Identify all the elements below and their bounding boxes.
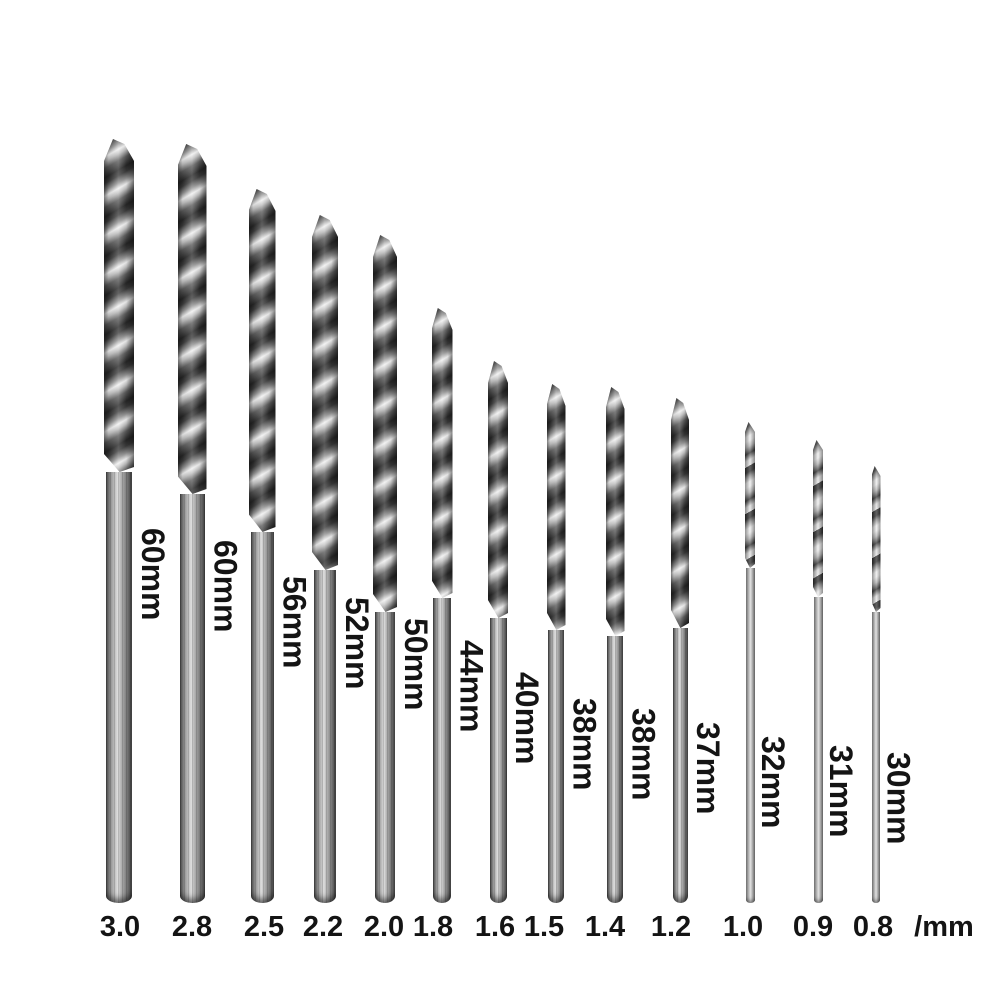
diameter-label-1.4: 1.4 bbox=[584, 911, 626, 943]
length-label-0.8: 30mm bbox=[880, 752, 917, 845]
length-label-1.8: 44mm bbox=[453, 640, 490, 733]
drill-bit-shank-1.5 bbox=[548, 630, 564, 903]
drill-bit-3.0mm bbox=[104, 139, 134, 903]
diameter-label-1.6: 1.6 bbox=[474, 911, 516, 943]
length-label-2.5: 56mm bbox=[276, 576, 313, 669]
diameter-label-0.8: 0.8 bbox=[852, 911, 894, 943]
drill-bit-shank-2.8 bbox=[179, 494, 205, 903]
diameter-label-1.8: 1.8 bbox=[412, 911, 454, 943]
drill-bit-shank-2.5 bbox=[250, 532, 274, 903]
drill-bit-shank-1.0 bbox=[745, 568, 755, 903]
drill-bit-flute-1.0 bbox=[745, 422, 755, 568]
drill-bit-flute-2.8 bbox=[178, 144, 207, 494]
diameter-label-1.5: 1.5 bbox=[523, 911, 565, 943]
drill-bit-2.0mm bbox=[373, 235, 397, 903]
drill-bit-shank-1.2 bbox=[672, 628, 688, 903]
drill-bit-shank-3.0 bbox=[106, 472, 132, 903]
drill-bit-flute-1.4 bbox=[606, 387, 625, 636]
drill-bit-flute-2.2 bbox=[312, 215, 338, 570]
drill-bit-flute-1.5 bbox=[547, 384, 566, 630]
length-label-1.6: 40mm bbox=[509, 672, 545, 765]
length-label-2.0: 50mm bbox=[398, 618, 434, 711]
length-label-1.5: 38mm bbox=[566, 698, 603, 791]
length-label-2.8: 60mm bbox=[207, 540, 244, 633]
drill-bit-1.0mm bbox=[745, 422, 755, 903]
drill-bit-shank-2.0 bbox=[375, 612, 395, 903]
drill-bit-1.4mm bbox=[606, 387, 625, 903]
drill-bit-2.8mm bbox=[178, 144, 207, 903]
drill-bit-flute-2.0 bbox=[373, 235, 397, 612]
diameter-label-3.0: 3.0 bbox=[99, 911, 141, 943]
diameter-label-2.5: 2.5 bbox=[243, 911, 285, 943]
drill-bit-shank-2.2 bbox=[314, 570, 336, 903]
diameter-label-2.0: 2.0 bbox=[363, 911, 405, 943]
diameter-label-2.8: 2.8 bbox=[171, 911, 213, 943]
drill-bit-1.6mm bbox=[488, 361, 508, 903]
length-label-1.0: 32mm bbox=[755, 736, 791, 829]
drill-bit-shank-0.8 bbox=[872, 612, 880, 903]
drill-bit-flute-1.2 bbox=[671, 398, 689, 628]
drill-bit-flute-2.5 bbox=[249, 189, 276, 532]
drill-bit-shank-1.4 bbox=[607, 636, 623, 903]
diameter-label-1.0: 1.0 bbox=[722, 911, 764, 943]
unit-label: /mm bbox=[914, 911, 974, 943]
drill-bit-flute-1.8 bbox=[432, 308, 453, 598]
drill-bit-shank-0.9 bbox=[813, 597, 823, 903]
length-label-0.9: 31mm bbox=[823, 745, 859, 838]
drill-bit-0.9mm bbox=[813, 440, 823, 903]
drill-bit-2.5mm bbox=[249, 189, 276, 903]
diameter-label-2.2: 2.2 bbox=[302, 911, 344, 943]
drill-bit-2.2mm bbox=[312, 215, 338, 903]
drill-bit-1.5mm bbox=[547, 384, 566, 903]
length-label-1.2: 37mm bbox=[690, 722, 726, 815]
drill-bit-1.8mm bbox=[432, 308, 453, 903]
diameter-label-1.2: 1.2 bbox=[650, 911, 692, 943]
diameter-label-0.9: 0.9 bbox=[792, 911, 834, 943]
drill-bit-flute-0.9 bbox=[813, 440, 823, 597]
drill-bit-flute-0.8 bbox=[872, 466, 881, 612]
drill-bit-0.8mm bbox=[872, 466, 881, 903]
drill-bit-shank-1.8 bbox=[433, 598, 451, 903]
length-label-2.2: 52mm bbox=[339, 597, 375, 690]
length-label-3.0: 60mm bbox=[135, 528, 171, 621]
drill-bit-flute-1.6 bbox=[488, 361, 508, 618]
length-label-1.4: 38mm bbox=[625, 708, 662, 801]
drill-bit-shank-1.6 bbox=[489, 618, 507, 903]
drill-bit-flute-3.0 bbox=[104, 139, 134, 472]
drill-bit-1.2mm bbox=[671, 398, 689, 903]
